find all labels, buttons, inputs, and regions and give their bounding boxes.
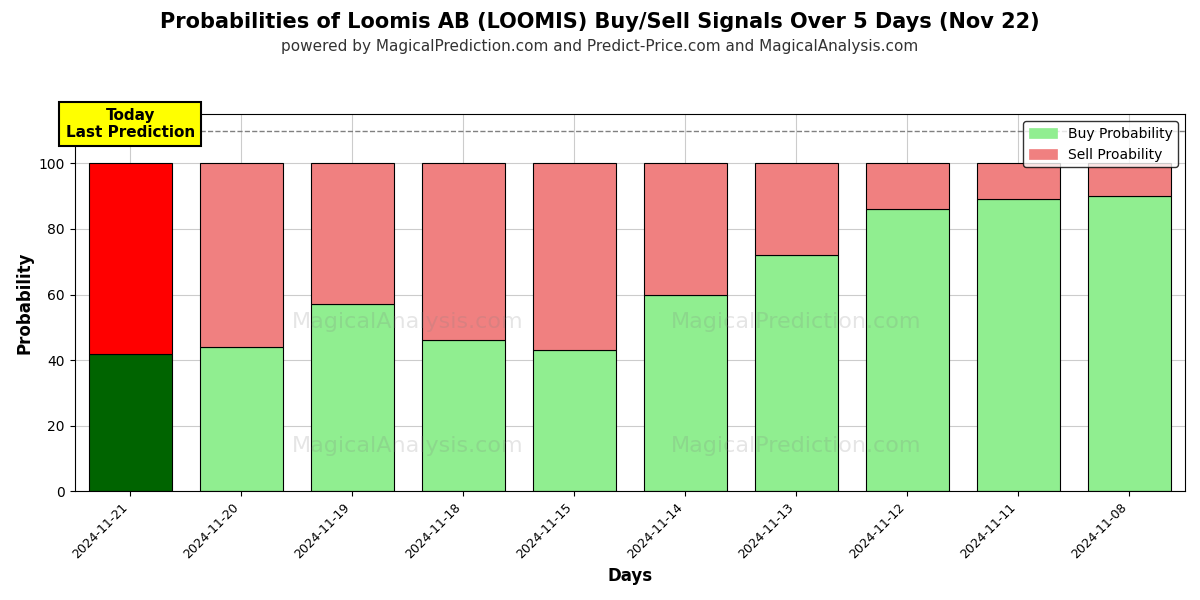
Bar xyxy=(865,209,949,491)
Bar xyxy=(311,304,394,491)
Text: MagicalPrediction.com: MagicalPrediction.com xyxy=(671,311,922,332)
Text: MagicalPrediction.com: MagicalPrediction.com xyxy=(671,436,922,456)
Text: powered by MagicalPrediction.com and Predict-Price.com and MagicalAnalysis.com: powered by MagicalPrediction.com and Pre… xyxy=(281,39,919,54)
Bar xyxy=(421,340,505,491)
Bar xyxy=(89,163,172,353)
Text: MagicalAnalysis.com: MagicalAnalysis.com xyxy=(292,436,523,456)
Text: Probabilities of Loomis AB (LOOMIS) Buy/Sell Signals Over 5 Days (Nov 22): Probabilities of Loomis AB (LOOMIS) Buy/… xyxy=(160,12,1040,32)
Legend: Buy Probability, Sell Proability: Buy Probability, Sell Proability xyxy=(1024,121,1178,167)
Bar xyxy=(533,163,616,350)
Bar xyxy=(421,163,505,340)
Text: Today
Last Prediction: Today Last Prediction xyxy=(66,108,194,140)
Bar xyxy=(199,347,283,491)
Bar xyxy=(977,199,1060,491)
Bar xyxy=(643,295,727,491)
Y-axis label: Probability: Probability xyxy=(16,251,34,354)
Bar xyxy=(977,163,1060,199)
Bar xyxy=(199,163,283,347)
Bar xyxy=(311,163,394,304)
Bar xyxy=(755,255,838,491)
Bar xyxy=(89,353,172,491)
Bar xyxy=(643,163,727,295)
Text: MagicalAnalysis.com: MagicalAnalysis.com xyxy=(292,311,523,332)
Bar xyxy=(755,163,838,255)
Bar xyxy=(533,350,616,491)
X-axis label: Days: Days xyxy=(607,567,653,585)
Bar xyxy=(865,163,949,209)
Bar xyxy=(1088,196,1171,491)
Bar xyxy=(1088,163,1171,196)
